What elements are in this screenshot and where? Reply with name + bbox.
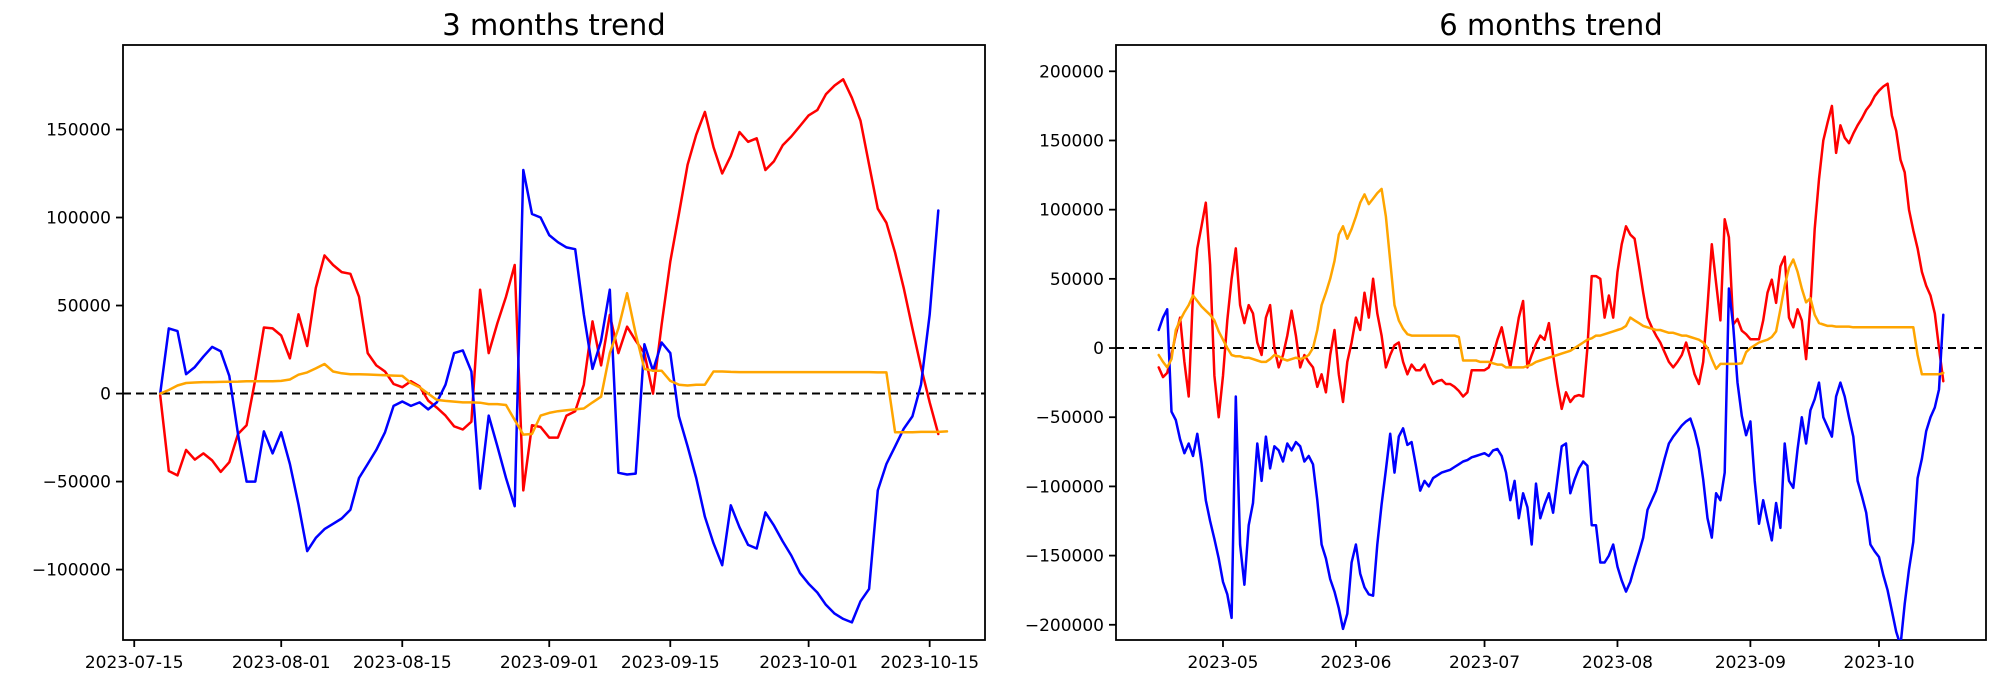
y-axis-tick-label: 100000: [46, 209, 111, 229]
y-axis-tick-label: −150000: [1025, 547, 1104, 567]
y-axis-tick-label: −50000: [43, 473, 111, 493]
y-axis-tick-label: 0: [100, 385, 111, 405]
series-line-blue: [1157, 287, 1945, 640]
plot-area-box: [122, 44, 986, 641]
x-axis-tick-label: 2023-07-15: [85, 653, 184, 673]
x-axis-tick-label: 2023-10-01: [759, 653, 858, 673]
y-axis-tick-label: 150000: [1039, 131, 1104, 151]
chart-3-months-trend-plot: −100000 −50000 0 50000 100000 150000 2023-07-1…: [32, 44, 986, 673]
x-axis-tick-label: 2023-09-01: [500, 653, 599, 673]
series-line-red: [1157, 82, 1945, 419]
x-axis-tick-label: 2023-08-15: [353, 653, 452, 673]
x-axis-tick-label: 2023-08-01: [232, 653, 331, 673]
y-axis-tick-label: −200000: [1025, 616, 1104, 636]
x-axis-tick-label: 2023-06: [1320, 653, 1391, 673]
chart-title-6-months: 6 months trend: [1439, 8, 1663, 42]
series-line-blue: [158, 168, 940, 624]
x-axis-tick-label: 2023-08: [1582, 653, 1653, 673]
chart-title-3-months: 3 months trend: [442, 8, 666, 42]
series-line-orange: [1157, 187, 1945, 376]
y-axis-tick-label: 200000: [1039, 62, 1104, 82]
series-line-orange: [158, 291, 949, 436]
y-axis-tick-label: 50000: [57, 297, 111, 317]
chart-6-months-trend-plot: −200000 −150000 −100000 −50000 0 50000 100000 1…: [1025, 44, 1987, 673]
y-axis-tick-label: 0: [1093, 339, 1104, 359]
y-axis-tick-label: 100000: [1039, 201, 1104, 221]
x-axis-tick-label: 2023-10-15: [880, 653, 979, 673]
x-axis-tick-label: 2023-07: [1449, 653, 1520, 673]
y-axis-tick-label: 150000: [46, 120, 111, 140]
y-axis-tick-label: 50000: [1050, 270, 1104, 290]
x-axis-tick-label: 2023-09: [1715, 653, 1786, 673]
x-axis-tick-label: 2023-05: [1187, 653, 1258, 673]
y-axis-tick-label: −100000: [32, 561, 111, 581]
series-line-red: [158, 78, 940, 492]
x-axis-tick-label: 2023-10: [1844, 653, 1915, 673]
y-axis-tick-label: −100000: [1025, 477, 1104, 497]
x-axis-tick-label: 2023-09-15: [621, 653, 720, 673]
y-axis-tick-label: −50000: [1036, 408, 1104, 428]
